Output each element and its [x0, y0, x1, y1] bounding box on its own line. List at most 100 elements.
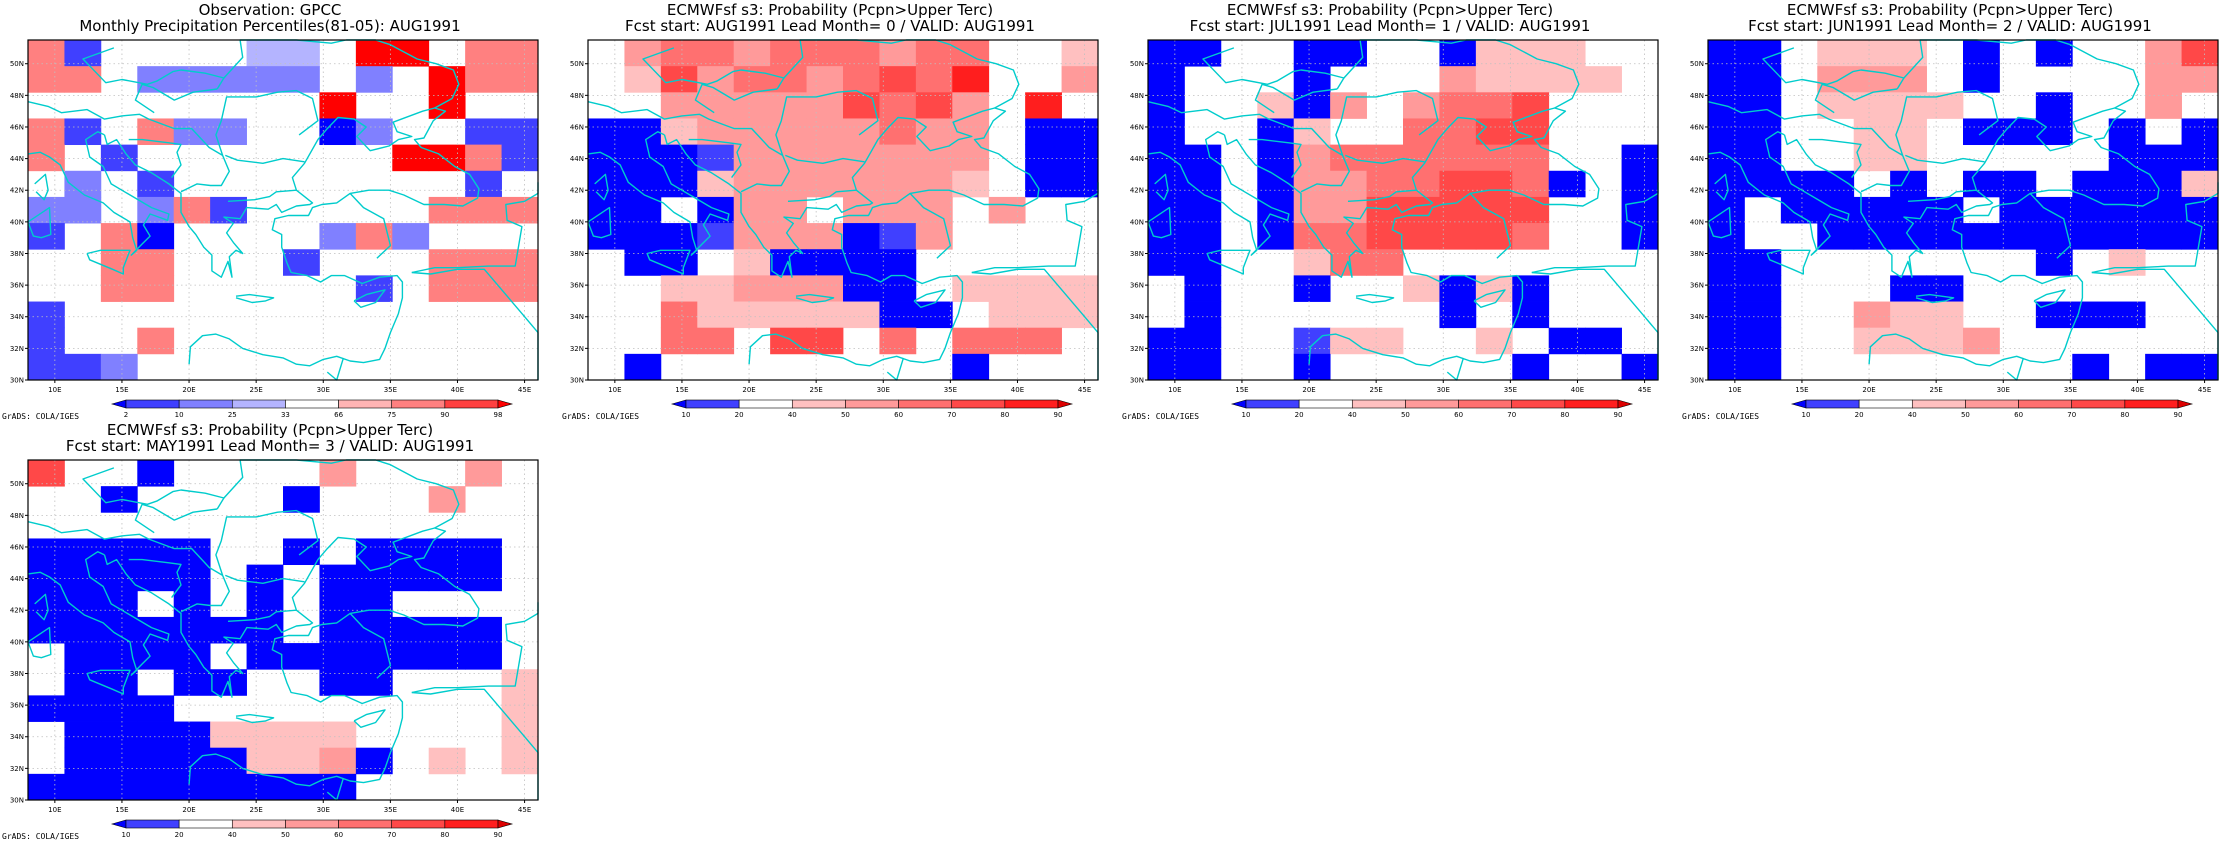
grid-cell — [1475, 40, 1513, 67]
coastline — [103, 527, 480, 787]
legend-label: 50 — [281, 831, 290, 839]
grid-cell — [1293, 249, 1331, 276]
grid-cell — [806, 170, 844, 198]
legend-label: 90 — [494, 831, 503, 839]
grid-cell — [915, 92, 953, 119]
grid-cell — [283, 486, 320, 513]
grid-cell — [64, 643, 102, 670]
grid-cell — [733, 275, 771, 302]
legend-arrow-low — [1230, 399, 1247, 409]
x-tick-label: 10E — [1168, 386, 1181, 394]
grid-cell — [843, 301, 880, 329]
grid-cell — [770, 66, 807, 93]
grid-cell — [28, 538, 65, 566]
coastline — [27, 130, 170, 256]
coastline — [587, 130, 730, 256]
grid-cell — [1963, 327, 2000, 355]
grid-cell — [319, 460, 357, 487]
coastline — [1762, 47, 1905, 90]
grid-cell — [1293, 275, 1331, 302]
coastline — [346, 459, 460, 529]
y-tick-label: 36N — [10, 282, 24, 290]
grid-cell — [697, 327, 735, 355]
legend-label: 50 — [841, 411, 850, 419]
y-tick-label: 48N — [570, 92, 584, 100]
grid-cell — [355, 643, 393, 670]
coastline — [353, 709, 386, 728]
y-tick-label: 30N — [10, 797, 24, 805]
coastline — [1808, 138, 1862, 179]
coastline — [1254, 83, 1338, 114]
grid-cell — [64, 40, 102, 67]
legend-swatch — [951, 399, 1006, 409]
grid-cell — [137, 747, 175, 775]
map-panel-lead2: ECMWFsf s3: Probability (Pcpn>Upper Terc… — [1680, 0, 2220, 421]
grid-cell — [1439, 118, 1477, 146]
panel-title-line1: ECMWFsf s3: Probability (Pcpn>Upper Terc… — [106, 421, 434, 439]
panel-title-line1: ECMWFsf s3: Probability (Pcpn>Upper Terc… — [666, 1, 994, 19]
map-panel-lead1: ECMWFsf s3: Probability (Pcpn>Upper Terc… — [1120, 0, 1660, 421]
grid-cell — [1061, 170, 1099, 198]
coastline — [128, 558, 182, 599]
y-tick-label: 38N — [1690, 250, 1704, 258]
grid-cell — [428, 616, 466, 644]
grid-cell — [137, 460, 175, 487]
legend-swatch — [845, 399, 899, 409]
grid-cell — [879, 301, 917, 329]
grid-cell — [173, 616, 211, 644]
grid-cell — [319, 92, 357, 119]
coastline — [1223, 107, 1600, 367]
grid-cell — [1184, 196, 1222, 224]
grid-cell — [1708, 275, 1745, 302]
grid-cell — [2108, 144, 2146, 172]
coastline — [688, 138, 742, 179]
coastline — [775, 89, 879, 156]
x-tick-label: 35E — [2064, 386, 2077, 394]
y-tick-label: 46N — [1130, 123, 1144, 131]
grid-cell — [1890, 66, 1927, 93]
x-tick-label: 35E — [944, 386, 957, 394]
y-tick-label: 42N — [1130, 187, 1144, 195]
grid-cell — [1403, 196, 1440, 224]
grid-cell — [137, 66, 175, 93]
grid-cell — [2181, 196, 2219, 224]
grid-cell — [428, 643, 466, 670]
grid-cell — [843, 170, 880, 198]
grid-cell — [137, 327, 175, 355]
legend-label: 90 — [1054, 411, 1063, 419]
grid-cell — [879, 40, 917, 67]
grads-credit: GrADS: COLA/IGES — [562, 412, 640, 421]
grid-cell — [465, 564, 502, 592]
grid-cell — [173, 538, 211, 566]
grid-cell — [1439, 66, 1477, 93]
coastline — [2026, 39, 2140, 109]
y-tick-label: 30N — [570, 377, 584, 385]
grid-cell — [246, 590, 284, 618]
grid-cell — [137, 721, 175, 749]
grid-cell — [2072, 196, 2110, 224]
grid-cell — [588, 144, 625, 172]
legend-label: 50 — [1961, 411, 1970, 419]
coastline — [27, 206, 52, 239]
grid-cell — [210, 66, 247, 93]
grid-cell — [697, 144, 735, 172]
coastline — [34, 173, 49, 201]
x-tick-label: 40E — [2131, 386, 2144, 394]
grid-cell — [806, 275, 844, 302]
y-tick-label: 48N — [1690, 92, 1704, 100]
grid-cell — [100, 747, 138, 775]
grid-cell — [64, 353, 102, 381]
coastline — [787, 189, 857, 202]
grid-cell — [1061, 118, 1099, 146]
grid-cell — [1744, 327, 1782, 355]
grid-cell — [465, 196, 502, 224]
grid-cell — [843, 66, 880, 93]
grid-cell — [879, 249, 917, 276]
legend-swatch — [391, 399, 446, 409]
grid-cell — [624, 66, 662, 93]
probability-map: 10E 15E 20E 25E 30E 35E 40E 45E 30N 32N 34N 36N 38N 4… — [1130, 39, 1659, 419]
grid-cell — [697, 223, 735, 250]
grid-cell — [173, 721, 211, 749]
grid-cell — [100, 144, 138, 172]
grid-cell — [392, 144, 430, 172]
